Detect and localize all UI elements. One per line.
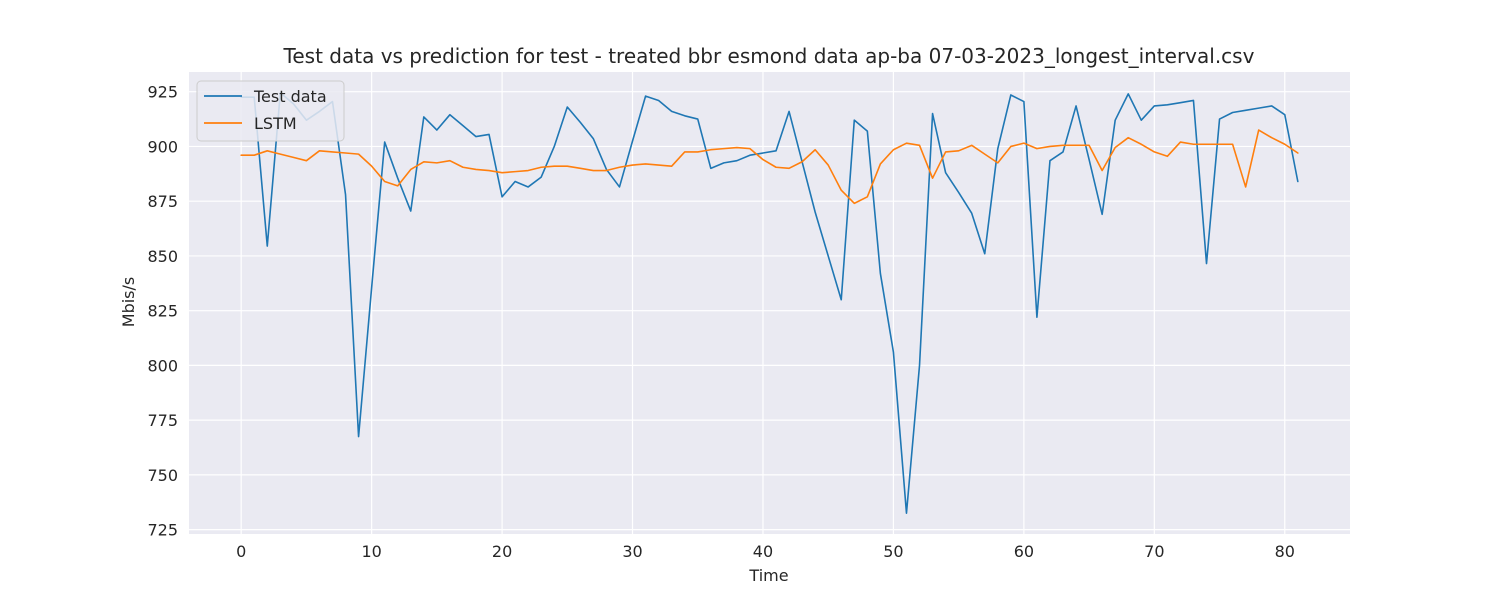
y-tick-label: 925	[147, 83, 178, 102]
legend: Test data LSTM	[196, 80, 345, 142]
y-tick-label: 850	[147, 247, 178, 266]
legend-label: LSTM	[254, 114, 297, 133]
x-tick-label: 10	[361, 542, 381, 561]
x-axis-label: Time	[748, 566, 788, 585]
y-tick-label: 750	[147, 466, 178, 485]
y-axis: 725 750 775 800 825 850 875 900 925	[147, 83, 178, 540]
series-layer	[240, 92, 1299, 515]
x-tick-label: 60	[1014, 542, 1034, 561]
x-tick-label: 80	[1275, 542, 1295, 561]
legend-label: Test data	[253, 87, 327, 106]
series-line-1	[240, 129, 1299, 205]
y-tick-label: 900	[147, 137, 178, 156]
x-tick-label: 40	[753, 542, 773, 561]
chart-title: Test data vs prediction for test - treat…	[283, 44, 1255, 68]
x-tick-label: 20	[492, 542, 512, 561]
x-axis: 0 10 20 30 40 50 60 70 80	[236, 542, 1295, 561]
x-tick-label: 50	[883, 542, 903, 561]
y-axis-label: Mbis/s	[119, 277, 138, 327]
y-tick-label: 725	[147, 521, 178, 540]
y-tick-label: 775	[147, 411, 178, 430]
series-line-0	[240, 92, 1299, 515]
plot-area	[189, 72, 1350, 534]
y-tick-label: 825	[147, 302, 178, 321]
x-tick-label: 70	[1144, 542, 1164, 561]
x-tick-label: 0	[236, 542, 246, 561]
y-tick-label: 800	[147, 356, 178, 375]
x-tick-label: 30	[622, 542, 642, 561]
y-tick-label: 875	[147, 192, 178, 211]
gridlines	[189, 72, 1350, 534]
